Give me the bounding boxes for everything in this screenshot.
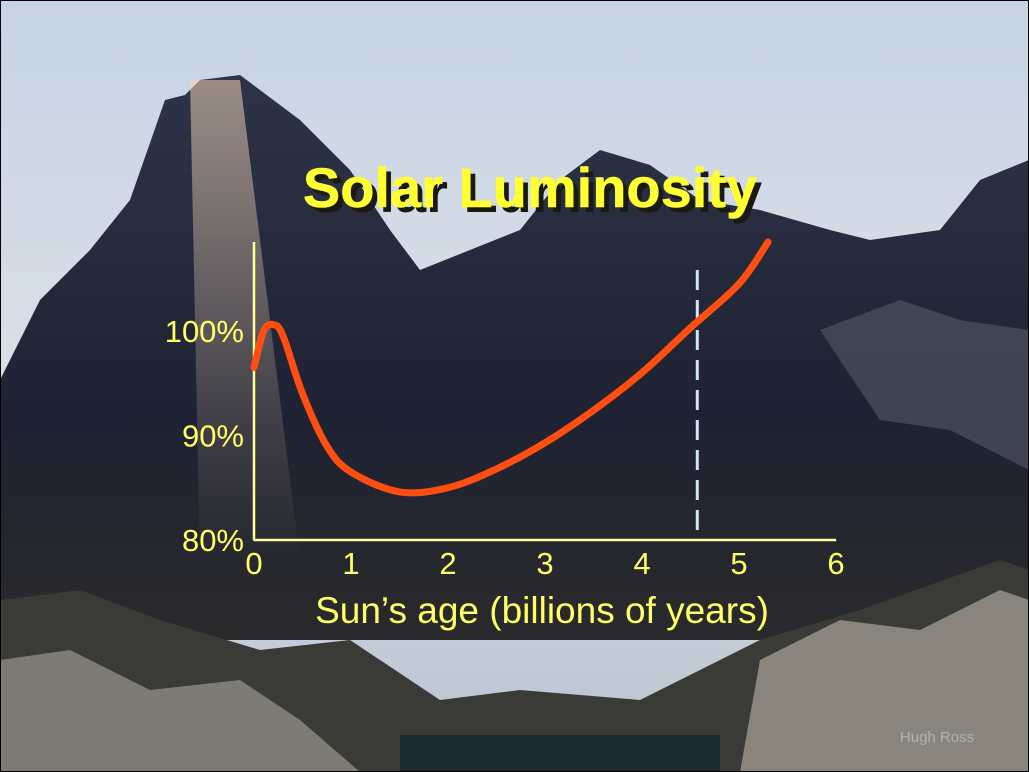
chart-title: Solar Luminosity: [303, 156, 757, 219]
y-tick-label: 80%: [182, 523, 244, 558]
luminosity-line: [250, 238, 772, 497]
x-tick-label: 2: [439, 546, 456, 581]
x-axis-label: Sun’s age (billions of years): [315, 590, 769, 631]
x-tick-label: 5: [730, 546, 747, 581]
x-tick-label: 4: [633, 546, 650, 581]
credit: Hugh Ross: [900, 729, 974, 746]
y-tick-label: 100%: [165, 314, 244, 349]
x-tick-label: 0: [245, 546, 262, 581]
y-tick-label: 90%: [182, 418, 244, 453]
x-tick-label: 3: [536, 546, 553, 581]
x-tick-label: 6: [827, 546, 844, 581]
x-tick-label: 1: [342, 546, 359, 581]
chart-title-shadow: Solar Luminosity: [308, 161, 762, 224]
